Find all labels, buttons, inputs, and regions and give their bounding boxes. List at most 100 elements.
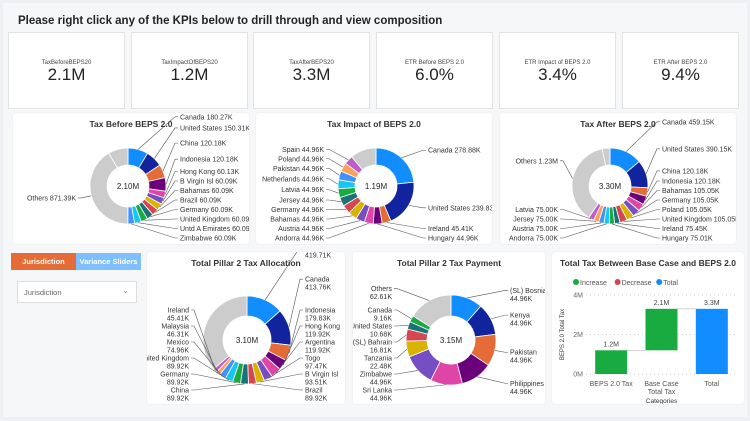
donut-slice[interactable] <box>202 295 248 370</box>
kpi-label: ETR Before BEPS 2.0 <box>404 60 465 66</box>
donut-slice[interactable] <box>375 147 415 185</box>
leader-line <box>326 158 344 168</box>
leader-line <box>191 325 219 374</box>
donut-chart: Canada 459.15K United States 390.15K China… <box>509 119 736 242</box>
kpi-card-etr-impact[interactable]: ETR Impact of BEPS 2.0 3.4% <box>499 32 616 109</box>
data-label: B Virgin Isl 60.09K <box>180 179 238 186</box>
kpi-value: 6.0% <box>415 65 454 84</box>
kpi-label: TaxAfterBEPS20 <box>289 60 334 66</box>
data-label: Argentina 119.92K <box>305 340 335 355</box>
leader-line <box>144 218 178 221</box>
legend-marker <box>656 279 663 285</box>
data-label: (SL) Bosnia Herz44.96K <box>510 288 545 303</box>
donut-center-total: 3.30M <box>599 182 622 191</box>
leader-line <box>137 116 178 150</box>
donut-slice[interactable] <box>351 147 377 171</box>
leader-line <box>191 309 216 371</box>
data-label: Brazil 89.92K <box>305 388 328 403</box>
data-label: China 120.18K <box>180 141 227 148</box>
tax-impact-donut-card[interactable]: Canada 278.88K United States 239.83K Irela… <box>256 113 492 244</box>
data-label: Spain 44.96K <box>282 147 324 154</box>
kpi-value: 2.1M <box>47 65 86 84</box>
x-tick-label: Total <box>704 381 719 388</box>
kpi-label: ETR After BEPS 2.0 <box>653 60 708 66</box>
leader-line <box>326 167 340 176</box>
tax-before-donut-card[interactable]: Canada 180.27K United States 150.31K China… <box>13 113 249 244</box>
legend-item[interactable]: Decrease <box>622 280 652 287</box>
leader-line <box>623 218 660 222</box>
legend-marker <box>614 279 621 285</box>
data-label: Ireland 75.45K <box>662 226 708 233</box>
data-label: Brazil 60.09K <box>180 198 222 205</box>
jurisdiction-dropdown[interactable]: Jurisdiction ⌄ <box>17 281 137 303</box>
data-label: Netherlands 44.96K <box>262 176 324 183</box>
kpi-value: 3.3M <box>292 65 331 84</box>
data-label: Canada 9.16K <box>367 308 392 323</box>
waterfall-chart-card[interactable]: Increase Decrease Total 0M 2M 4M BEPS 2.0 Tota… <box>552 252 744 404</box>
leader-line <box>191 373 237 384</box>
leader-line <box>159 190 178 208</box>
kpi-card-tax-before[interactable]: TaxBeforeBEPS20 2.1M <box>8 32 125 109</box>
waterfall-bar[interactable] <box>595 350 628 374</box>
donut-slice[interactable] <box>89 152 129 225</box>
data-label: Canada 459.15K <box>662 119 715 126</box>
data-label: Indonesia 120.18K <box>180 157 239 164</box>
kpi-label: ETR Impact of BEPS 2.0 <box>524 60 591 66</box>
kpi-card-tax-after[interactable]: TaxAfterBEPS20 3.3M <box>253 32 370 109</box>
kpi-label: TaxImpactOfBEPS20 <box>161 60 218 66</box>
leader-line <box>137 222 178 229</box>
leader-line <box>288 278 303 328</box>
donut-slice[interactable] <box>108 147 129 169</box>
waterfall-bar[interactable] <box>645 308 678 351</box>
leader-line <box>636 199 660 214</box>
data-label: 3.3M <box>704 300 720 307</box>
leader-line <box>78 195 92 199</box>
data-label: United States 390.15K <box>662 146 732 153</box>
data-label: Pakistan 44.96K <box>273 166 324 173</box>
data-label: B Virgin Isl 93.51K <box>305 372 339 387</box>
data-label: United States 150.31K <box>180 125 249 132</box>
kpi-card-etr-after[interactable]: ETR After BEPS 2.0 9.4% <box>622 32 739 109</box>
data-label: Untd A Emirates 60.09K <box>180 226 249 233</box>
tab-variance-sliders[interactable]: Variance Sliders <box>76 253 141 270</box>
data-label: Malaysia 46.31K <box>161 324 189 339</box>
donut-slice[interactable] <box>412 294 452 328</box>
y-tick-label: 2M <box>573 332 583 339</box>
donut-slice[interactable] <box>571 148 607 219</box>
data-label: United Kingdom 60.09K <box>180 217 249 224</box>
data-label: Austria 44.96K <box>278 226 324 233</box>
data-label: Others 871.39K <box>27 195 76 202</box>
donut-chart: Canada 278.88K United States 239.83K Irela… <box>262 147 492 243</box>
leader-line <box>466 290 508 299</box>
leader-line <box>494 350 508 353</box>
legend-item[interactable]: Increase <box>580 280 607 287</box>
data-label: Kenya 44.96K <box>510 313 533 328</box>
tax-after-donut-card[interactable]: Canada 459.15K United States 390.15K China… <box>500 113 736 244</box>
kpi-value: 3.4% <box>538 65 577 84</box>
data-label: 2.1M <box>654 300 670 307</box>
leader-line <box>644 180 660 201</box>
leader-line <box>645 148 660 174</box>
x-tick-label: BEPS 2.0 Tax <box>590 381 634 388</box>
kpi-card-tax-impact[interactable]: TaxImpactOfBEPS20 1.2M <box>131 32 248 109</box>
waterfall-bar[interactable] <box>695 308 728 374</box>
data-label: Latvia 75.00K <box>515 207 558 214</box>
kpi-card-etr-before[interactable]: ETR Before BEPS 2.0 6.0% <box>376 32 493 109</box>
leader-line <box>275 341 303 374</box>
chevron-down-icon: ⌄ <box>122 286 129 295</box>
tab-jurisdiction[interactable]: Jurisdiction <box>11 253 76 270</box>
leader-line <box>155 199 178 213</box>
legend-item[interactable]: Total <box>663 280 678 287</box>
donut-slice[interactable] <box>601 147 611 166</box>
data-label: Germany 89.92K <box>160 372 189 387</box>
leader-line <box>326 223 369 239</box>
data-label: Bahamas 60.09K <box>180 188 234 195</box>
data-label: (SL) Bahrain 16.81K <box>353 340 392 355</box>
leader-line <box>630 209 660 219</box>
leader-line <box>394 370 418 375</box>
x-tick-label: Total Tax <box>648 389 676 396</box>
